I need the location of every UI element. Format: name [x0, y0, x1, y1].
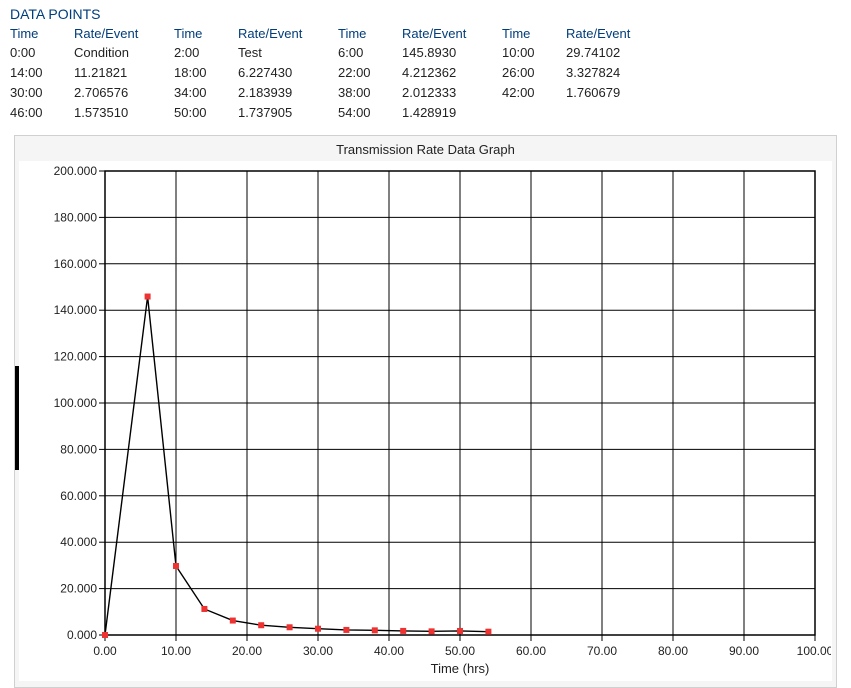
- data-cell-rate: 11.21821: [74, 63, 168, 83]
- data-cell-time: 10:00: [502, 43, 560, 63]
- data-cell-rate: 29.74102: [566, 43, 660, 63]
- data-marker: [259, 623, 264, 628]
- ytick-label: 40.000: [60, 535, 97, 549]
- data-cell-rate: 2.706576: [74, 83, 168, 103]
- data-cell-time: 54:00: [338, 103, 396, 123]
- data-cell-rate: 6.227430: [238, 63, 332, 83]
- ytick-label: 140.000: [54, 303, 98, 317]
- data-marker: [401, 628, 406, 633]
- rate-column: Rate/Event Condition11.218212.7065761.573…: [74, 26, 168, 123]
- rate-column: Rate/Event Test6.2274302.1839391.737905: [238, 26, 332, 123]
- data-cell-time: 46:00: [10, 103, 68, 123]
- ytick-label: 20.000: [60, 582, 97, 596]
- data-cell-time: 22:00: [338, 63, 396, 83]
- data-marker: [230, 618, 235, 623]
- xtick-label: 100.00: [797, 644, 831, 658]
- xtick-label: 40.00: [374, 644, 404, 658]
- data-cell-rate: Condition: [74, 43, 168, 63]
- data-marker: [287, 625, 292, 630]
- col-header-rate: Rate/Event: [238, 26, 332, 41]
- data-cell-rate: 1.573510: [74, 103, 168, 123]
- data-cell-time: 42:00: [502, 83, 560, 103]
- col-header-time: Time: [10, 26, 68, 41]
- data-cell-time: 50:00: [174, 103, 232, 123]
- xtick-label: 0.00: [93, 644, 117, 658]
- col-header-rate: Rate/Event: [566, 26, 660, 41]
- data-cell-rate: 1.737905: [238, 103, 332, 123]
- ytick-label: 60.000: [60, 489, 97, 503]
- ytick-label: 200.000: [54, 164, 98, 178]
- time-column: Time 2:0018:0034:0050:00: [174, 26, 232, 123]
- chart-area: 0.000 20.000 40.000 60.000 80.000 100.000 120.…: [19, 161, 832, 681]
- data-points-table: Time 0:0014:0030:0046:00 Rate/Event Conditi…: [10, 26, 841, 123]
- col-header-time: Time: [502, 26, 560, 41]
- data-cell-time: 6:00: [338, 43, 396, 63]
- time-column: Time 10:0026:0042:00: [502, 26, 560, 123]
- data-cell-time: 18:00: [174, 63, 232, 83]
- data-cell-time: 38:00: [338, 83, 396, 103]
- rate-column: Rate/Event 145.89304.2123622.0123331.4289…: [402, 26, 496, 123]
- xtick-label: 90.00: [729, 644, 759, 658]
- ytick-label: 100.000: [54, 396, 98, 410]
- data-cell-time: 34:00: [174, 83, 232, 103]
- chart-panel: Transmission Rate Data Graph 0.00020.000…: [14, 135, 837, 688]
- data-cell-rate: 2.183939: [238, 83, 332, 103]
- data-cell-rate: 2.012333: [402, 83, 496, 103]
- data-marker: [316, 626, 321, 631]
- data-marker: [174, 564, 179, 569]
- data-cell-rate: 1.760679: [566, 83, 660, 103]
- data-marker: [429, 629, 434, 634]
- ytick-label: 120.000: [54, 350, 98, 364]
- xtick-label: 80.00: [658, 644, 688, 658]
- header-title: DATA POINTS: [10, 6, 841, 22]
- data-cell-rate: 3.327824: [566, 63, 660, 83]
- data-cell-time: 30:00: [10, 83, 68, 103]
- xtick-label: 70.00: [587, 644, 617, 658]
- xtick-label: 50.00: [445, 644, 475, 658]
- data-cell-time: 0:00: [10, 43, 68, 63]
- col-header-rate: Rate/Event: [402, 26, 496, 41]
- chart-title: Transmission Rate Data Graph: [19, 140, 832, 161]
- time-column: Time 6:0022:0038:0054:00: [338, 26, 396, 123]
- data-cell-rate: 1.428919: [402, 103, 496, 123]
- ytick-label: 0.000: [67, 628, 97, 642]
- xtick-label: 10.00: [161, 644, 191, 658]
- data-cell-time: 14:00: [10, 63, 68, 83]
- xtick-label: 20.00: [232, 644, 262, 658]
- data-marker: [202, 606, 207, 611]
- col-header-time: Time: [174, 26, 232, 41]
- time-column: Time 0:0014:0030:0046:00: [10, 26, 68, 123]
- rate-column: Rate/Event 29.741023.3278241.760679: [566, 26, 660, 123]
- chart-svg: 0.000 20.000 40.000 60.000 80.000 100.000 120.…: [19, 161, 831, 681]
- ytick-label: 160.000: [54, 257, 98, 271]
- col-header-time: Time: [338, 26, 396, 41]
- data-marker: [145, 294, 150, 299]
- data-marker: [458, 628, 463, 633]
- data-marker: [372, 628, 377, 633]
- data-cell-rate: 4.212362: [402, 63, 496, 83]
- data-marker: [103, 633, 108, 638]
- data-marker: [486, 629, 491, 634]
- col-header-rate: Rate/Event: [74, 26, 168, 41]
- data-cell-time: 26:00: [502, 63, 560, 83]
- xlabel: Time (hrs): [431, 661, 490, 676]
- data-points-header: DATA POINTS Time 0:0014:0030:0046:00 Rate/…: [0, 0, 851, 127]
- data-cell-rate: Test: [238, 43, 332, 63]
- xtick-label: 60.00: [516, 644, 546, 658]
- ytick-label: 180.000: [54, 210, 98, 224]
- ytick-label: 80.000: [60, 442, 97, 456]
- xtick-label: 30.00: [303, 644, 333, 658]
- data-cell-time: 2:00: [174, 43, 232, 63]
- data-marker: [344, 627, 349, 632]
- data-cell-rate: 145.8930: [402, 43, 496, 63]
